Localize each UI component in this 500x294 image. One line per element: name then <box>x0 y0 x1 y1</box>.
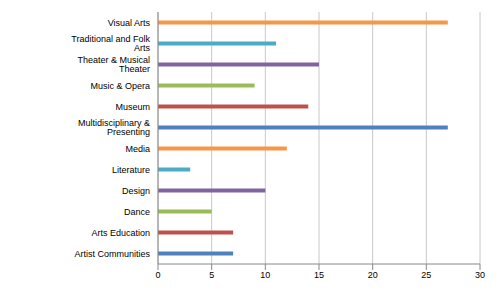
svg-text:10: 10 <box>260 270 270 280</box>
svg-text:15: 15 <box>314 270 324 280</box>
svg-text:Artist Communities: Artist Communities <box>74 249 150 259</box>
svg-text:Arts Education: Arts Education <box>91 228 150 238</box>
svg-text:25: 25 <box>421 270 431 280</box>
svg-text:Dance: Dance <box>124 207 150 217</box>
svg-text:30: 30 <box>475 270 485 280</box>
svg-text:Theater & MusicalTheater: Theater & MusicalTheater <box>77 55 150 74</box>
svg-text:5: 5 <box>209 270 214 280</box>
svg-text:Design: Design <box>122 186 150 196</box>
svg-text:Music & Opera: Music & Opera <box>90 81 150 91</box>
svg-text:Literature: Literature <box>112 165 150 175</box>
svg-text:0: 0 <box>155 270 160 280</box>
svg-text:Media: Media <box>125 144 150 154</box>
svg-text:20: 20 <box>368 270 378 280</box>
svg-text:Traditional and FolkArts: Traditional and FolkArts <box>71 34 150 53</box>
svg-text:Multidisciplinary &Presenting: Multidisciplinary &Presenting <box>78 118 150 137</box>
svg-text:Museum: Museum <box>115 102 150 112</box>
svg-text:Visual Arts: Visual Arts <box>108 18 151 28</box>
